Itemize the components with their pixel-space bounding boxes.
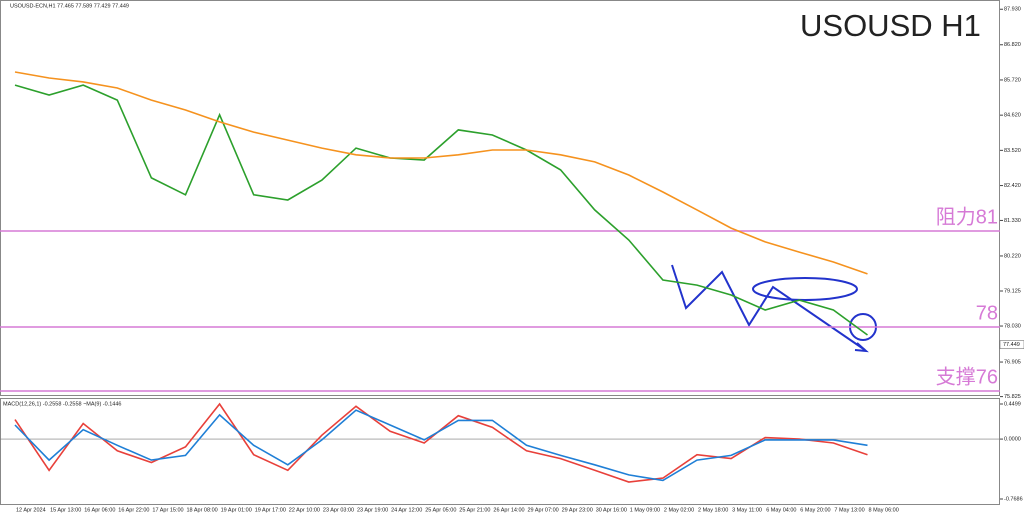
y-tick-label: 86.820 (1004, 42, 1021, 48)
y-tick-label: 78.030 (1004, 323, 1021, 329)
y-tick-label: 82.420 (1004, 183, 1021, 189)
macd-panel (0, 398, 1000, 505)
macd-title: MACD(12,26,1) -0.2558 -0.2558 ~MA(9) -0.… (3, 401, 121, 407)
x-tick-label: 25 Apr 05:00 (425, 507, 456, 513)
x-tick-label: 29 Apr 23:00 (562, 507, 593, 513)
x-tick-label: 26 Apr 14:00 (493, 507, 524, 513)
last-price-label: 77.449 (1003, 342, 1020, 348)
y-tick-label: 0.4499 (1004, 401, 1021, 407)
x-tick-label: 12 Apr 2024 (16, 507, 46, 513)
x-tick-label: 17 Apr 15:00 (152, 507, 183, 513)
x-tick-label: 8 May 06:00 (869, 507, 899, 513)
x-tick-label: 29 Apr 07:00 (528, 507, 559, 513)
x-tick-label: 25 Apr 21:00 (459, 507, 490, 513)
chart-title: USOUSD H1 (800, 8, 981, 43)
y-tick-label: 76.905 (1004, 359, 1021, 365)
y-tick-label: 85.720 (1004, 77, 1021, 83)
x-tick-label: 2 May 02:00 (664, 507, 694, 513)
y-tick-label: 81.330 (1004, 218, 1021, 224)
x-tick-label: 24 Apr 12:00 (391, 507, 422, 513)
series-line (14, 409, 868, 482)
x-tick-label: 7 May 13:00 (834, 507, 864, 513)
x-tick-label: 23 Apr 19:00 (357, 507, 388, 513)
series-line (14, 84, 868, 336)
y-tick-label: -0.7686 (1004, 496, 1023, 502)
x-tick-label: 16 Apr 22:00 (118, 507, 149, 513)
x-tick-label: 23 Apr 03:00 (323, 507, 354, 513)
y-tick-label: 79.125 (1004, 288, 1021, 294)
level-label: 78 (976, 302, 998, 324)
series-line (14, 71, 868, 275)
x-tick-label: 3 May 11:00 (732, 507, 762, 513)
series-line (14, 402, 868, 483)
x-tick-label: 18 Apr 08:00 (187, 507, 218, 513)
last-price-box (999, 340, 1024, 349)
level-label: 支撑76 (936, 365, 998, 388)
y-tick-label: 83.520 (1004, 148, 1021, 154)
main-panel (0, 0, 1000, 396)
y-tick-label: 75.825 (1004, 394, 1021, 400)
x-tick-label: 19 Apr 01:00 (221, 507, 252, 513)
y-tick-label: 80.220 (1004, 253, 1021, 259)
x-tick-label: 15 Apr 13:00 (50, 507, 81, 513)
zigzag-drawing (671, 264, 866, 351)
x-tick-label: 22 Apr 10:00 (289, 507, 320, 513)
y-tick-label: 84.620 (1004, 113, 1021, 119)
x-tick-label: 30 Apr 16:00 (596, 507, 627, 513)
annotations (671, 264, 877, 353)
x-tick-label: 19 Apr 17:00 (255, 507, 286, 513)
arrow-head (854, 342, 869, 353)
ellipse-drawing (752, 277, 858, 301)
x-tick-label: 6 May 20:00 (800, 507, 830, 513)
level-label: 阻力81 (936, 205, 998, 228)
x-tick-label: 6 May 04:00 (766, 507, 796, 513)
x-tick-label: 2 May 18:00 (698, 507, 728, 513)
x-tick-label: 16 Apr 06:00 (84, 507, 115, 513)
x-tick-label: 1 May 09:00 (630, 507, 660, 513)
y-tick-label: 0.0000 (1004, 437, 1021, 443)
y-tick-label: 87.930 (1004, 7, 1021, 13)
symbol-info: USOUSD-ECN,H1 77.465 77.589 77.429 77.44… (10, 3, 129, 9)
